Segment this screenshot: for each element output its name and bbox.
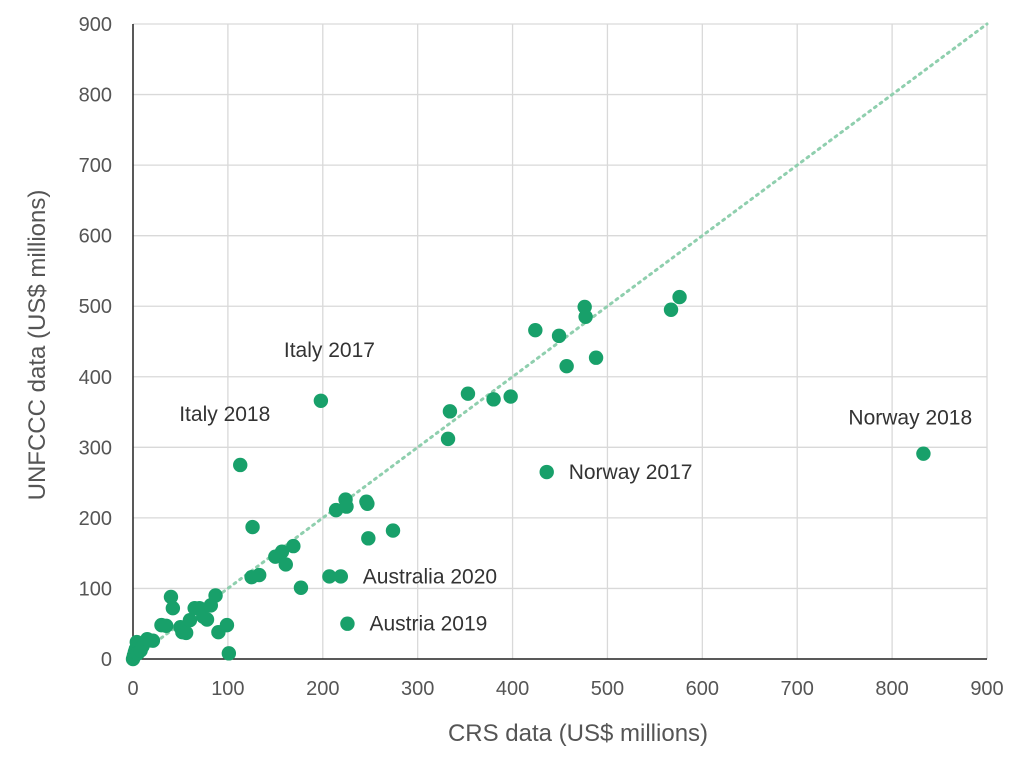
y-tick-label: 600 bbox=[79, 226, 112, 248]
data-point bbox=[503, 389, 518, 404]
x-tick-label: 600 bbox=[686, 678, 719, 700]
data-point bbox=[165, 601, 181, 616]
data-point bbox=[159, 618, 174, 634]
x-tick-label: 500 bbox=[591, 678, 624, 700]
y-tick-label: 400 bbox=[79, 367, 112, 389]
data-point bbox=[528, 323, 543, 338]
point-annotation: Australia 2020 bbox=[363, 565, 497, 588]
data-point bbox=[440, 431, 456, 447]
point-annotation: Norway 2018 bbox=[848, 407, 972, 430]
x-tick-label: 700 bbox=[781, 678, 814, 700]
data-point bbox=[672, 289, 687, 305]
data-point bbox=[252, 567, 267, 583]
data-point bbox=[293, 580, 309, 595]
data-point bbox=[539, 464, 554, 480]
data-point bbox=[442, 404, 458, 419]
grid-layer bbox=[133, 23, 988, 659]
data-point bbox=[559, 358, 574, 374]
data-point bbox=[278, 557, 293, 572]
data-point bbox=[663, 302, 679, 317]
x-tick-label: 300 bbox=[401, 678, 434, 700]
data-point bbox=[361, 531, 376, 546]
data-point bbox=[588, 350, 604, 365]
data-point bbox=[199, 612, 215, 627]
data-point bbox=[460, 386, 476, 401]
y-tick-label: 700 bbox=[79, 155, 112, 177]
y-tick-label: 100 bbox=[79, 578, 112, 600]
data-point bbox=[486, 392, 501, 407]
data-point bbox=[286, 538, 301, 554]
y-tick-label: 900 bbox=[79, 14, 112, 36]
data-point bbox=[360, 496, 375, 511]
axis-layer bbox=[132, 24, 987, 660]
data-point bbox=[233, 457, 248, 473]
y-axis-title: UNFCCC data (US$ millions) bbox=[24, 190, 51, 501]
y-tick-label: 0 bbox=[101, 649, 112, 671]
x-tick-label: 200 bbox=[306, 678, 339, 700]
x-axis-title: CRS data (US$ millions) bbox=[448, 720, 708, 747]
y-tick-label: 500 bbox=[79, 296, 112, 318]
data-point bbox=[578, 309, 593, 325]
x-tick-label: 400 bbox=[496, 678, 529, 700]
point-annotation: Italy 2018 bbox=[179, 403, 270, 426]
data-point bbox=[178, 625, 194, 641]
data-point bbox=[339, 499, 354, 514]
data-point bbox=[219, 617, 235, 633]
tick-label-layer: 0 100 200 300 400 500 600 700 800 900 0 100 200 300 40… bbox=[79, 14, 1004, 700]
data-point bbox=[182, 612, 198, 628]
data-point bbox=[145, 633, 161, 648]
data-point bbox=[916, 446, 931, 461]
data-point bbox=[385, 523, 401, 538]
x-tick-label: 100 bbox=[211, 678, 244, 700]
data-point-layer bbox=[125, 289, 931, 667]
data-point bbox=[208, 588, 223, 603]
point-annotation: Norway 2017 bbox=[569, 461, 693, 484]
x-tick-label: 800 bbox=[875, 678, 908, 700]
y-tick-label: 200 bbox=[79, 508, 112, 530]
annotation-layer: Italy 2017 Italy 2018 Norway 2018 Norway 20… bbox=[179, 339, 972, 636]
x-tick-label: 0 bbox=[127, 678, 138, 700]
data-point bbox=[333, 569, 349, 584]
data-point bbox=[245, 519, 260, 535]
data-point bbox=[274, 544, 290, 559]
data-point bbox=[551, 328, 567, 344]
data-point bbox=[340, 616, 355, 631]
y-tick-label: 300 bbox=[79, 437, 112, 459]
x-tick-label: 900 bbox=[970, 678, 1003, 700]
data-point bbox=[163, 589, 179, 605]
data-point bbox=[221, 646, 237, 661]
y-tick-label: 800 bbox=[79, 85, 112, 107]
point-annotation: Austria 2019 bbox=[369, 613, 487, 636]
point-annotation: Italy 2017 bbox=[284, 339, 375, 362]
data-point bbox=[313, 393, 329, 408]
data-point bbox=[322, 569, 337, 584]
